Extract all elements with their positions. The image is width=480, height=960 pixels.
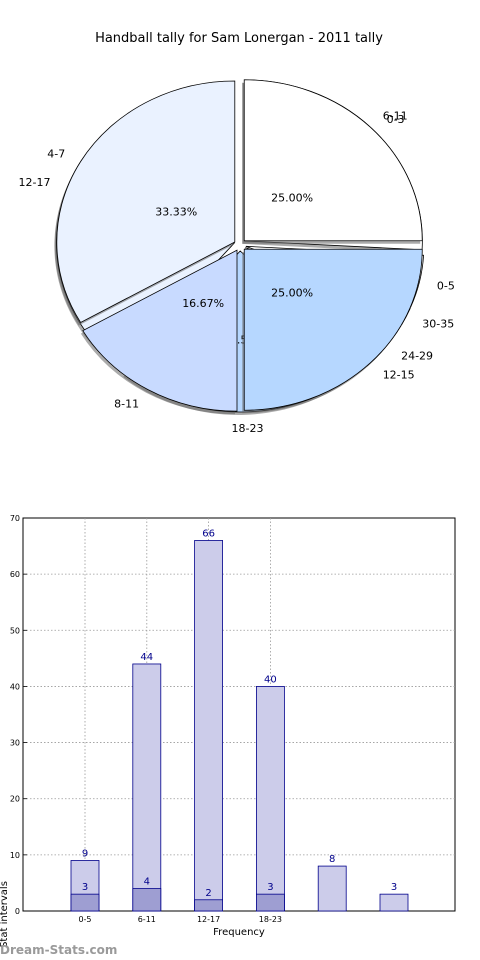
bar-ytick-label-0: 0 [15, 907, 20, 916]
bar-y-axis-label: Stat intervals [0, 881, 10, 948]
bar-series1-bar-1 [132, 663, 162, 912]
pie-chart: 25.88%0-35.29%0-51.76%30-354.71%24-2923.… [19, 79, 455, 435]
pie-outer-category-label-0-3: 0-3 [387, 113, 405, 126]
pie-outer-category-label-12-17: 12-17 [19, 176, 51, 189]
bar-series2-bar-3 [255, 893, 285, 912]
pie-outer-category-label-24-29: 24-29 [401, 349, 433, 362]
bar-xtick-label-0-5: 0-5 [78, 915, 91, 924]
bar-series2-value-label-3: 3 [267, 882, 273, 893]
pie-inner-slice-4-7 [56, 80, 236, 323]
bar-series2-bar-1 [132, 888, 162, 912]
bar-series1-value-label-4: 8 [329, 854, 335, 865]
pie-inner-pct-label-6-11: 25.00% [271, 191, 313, 204]
bar-ytick-label-60: 60 [10, 570, 20, 579]
pie-outer-category-label-30-35: 30-35 [422, 318, 454, 331]
bar-x-axis-label: Frequency [213, 927, 265, 938]
bar-ytick-label-10: 10 [10, 851, 20, 860]
pie-inner-category-label-6-11: 6-11 [383, 110, 408, 123]
bar-series1-value-label-3: 40 [264, 674, 277, 685]
bar-xtick-label-18-23: 18-23 [259, 915, 282, 924]
bar-plot-area [22, 517, 456, 912]
bar-ytick-label-40: 40 [10, 682, 20, 691]
pie-outer-category-label-0-5: 0-5 [437, 279, 455, 292]
bar-xtick-label-12-17: 12-17 [197, 915, 220, 924]
bar-ytick-label-30: 30 [10, 739, 20, 748]
pie-inner-pct-label-12-15: 25.00% [271, 287, 313, 300]
pie-inner-pct-label-8-11: 16.67% [182, 297, 224, 310]
bar-series1-value-label-2: 66 [202, 528, 215, 539]
bar-series1-value-label-1: 44 [140, 652, 153, 663]
bar-series2-value-label-0: 3 [82, 882, 88, 893]
footer-watermark: Dream-Stats.com [0, 943, 118, 957]
pie-inner-pct-label-4-7: 33.33% [155, 205, 197, 218]
bar-ytick-label-20: 20 [10, 795, 20, 804]
bar-series2-bar-2 [194, 899, 224, 912]
bar-series1-bar-4 [317, 865, 347, 912]
bar-series2-bar-0 [70, 893, 100, 912]
bar-series2-value-label-1: 4 [144, 877, 150, 888]
bar-series1-value-label-5: 3 [391, 882, 397, 893]
pie-inner-category-label-12-15: 12-15 [383, 368, 415, 381]
pie-chart-title: Handball tally for Sam Lonergan - 2011 t… [95, 31, 383, 46]
bar-ytick-label-50: 50 [10, 626, 20, 635]
bar-xtick-label-6-11: 6-11 [138, 915, 156, 924]
pie-outer-category-label-18-23: 18-23 [231, 422, 263, 435]
bar-series1-bar-3 [255, 686, 285, 912]
bar-ytick-label-70: 70 [10, 514, 20, 523]
bar-series2-value-label-2: 2 [205, 888, 211, 899]
bar-series1-bar-2 [194, 540, 224, 912]
pie-inner-category-label-4-7: 4-7 [47, 147, 65, 160]
pie-inner-slice-12-15 [243, 248, 423, 411]
pie-inner-slice-6-11 [243, 79, 423, 242]
pie-inner-slice-8-11 [82, 249, 238, 412]
pie-inner-category-label-8-11: 8-11 [114, 398, 139, 411]
bar-series1-value-label-0: 9 [82, 848, 88, 859]
bar-series1-bar-5 [379, 893, 409, 912]
